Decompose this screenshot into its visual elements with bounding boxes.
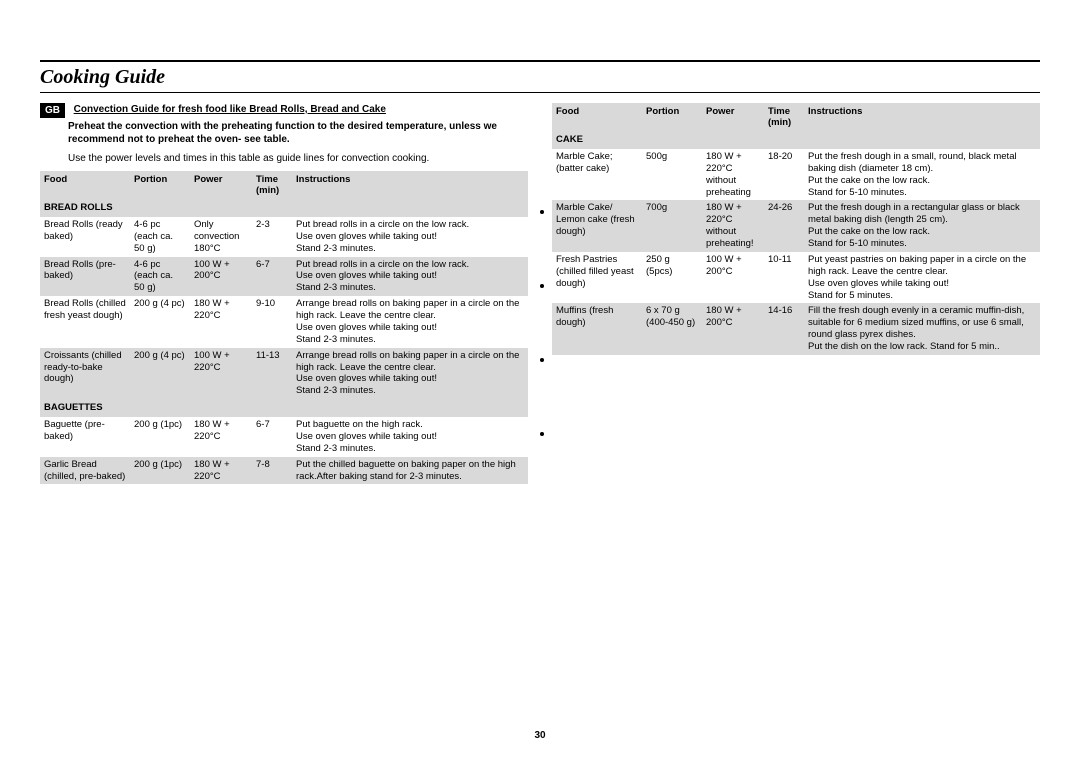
intro-note: Use the power levels and times in this t… <box>68 152 528 165</box>
th-power: Power <box>702 103 764 131</box>
cell-power: 180 W + 220°C without preheating <box>702 149 764 201</box>
cell-portion: 200 g (1pc) <box>130 457 190 485</box>
cell-portion: 4-6 pc (each ca. 50 g) <box>130 217 190 257</box>
top-rule <box>40 60 1040 62</box>
section-row: BREAD ROLLS <box>40 199 528 217</box>
table-row: Croissants (chilled ready-to-bake dough)… <box>40 348 528 400</box>
cell-inst: Arrange bread rolls on baking paper in a… <box>292 348 528 400</box>
cell-power: 100 W + 200°C <box>702 252 764 304</box>
table-row: Marble Cake/ Lemon cake (fresh dough)700… <box>552 200 1040 252</box>
cell-time: 24-26 <box>764 200 804 252</box>
th-food: Food <box>40 171 130 199</box>
cell-power: 100 W + 220°C <box>190 348 252 400</box>
table-head: Food Portion Power Time (min) Instructio… <box>552 103 1040 131</box>
cell-portion: 4-6 pc (each ca. 50 g) <box>130 257 190 297</box>
th-time: Time (min) <box>252 171 292 199</box>
title-row: Cooking Guide <box>40 66 1040 93</box>
th-power: Power <box>190 171 252 199</box>
table-row: Marble Cake; (batter cake)500g180 W + 22… <box>552 149 1040 201</box>
section-title: BREAD ROLLS <box>40 199 528 217</box>
table-head: Food Portion Power Time (min) Instructio… <box>40 171 528 199</box>
th-inst: Instructions <box>804 103 1040 131</box>
cell-portion: 200 g (1pc) <box>130 417 190 457</box>
table-row: Bread Rolls (chilled fresh yeast dough)2… <box>40 296 528 348</box>
cell-food: Garlic Bread (chilled, pre-baked) <box>40 457 130 485</box>
gb-badge: GB <box>40 103 65 118</box>
table-row: Garlic Bread (chilled, pre-baked)200 g (… <box>40 457 528 485</box>
center-dots <box>540 210 544 436</box>
cell-inst: Fill the fresh dough evenly in a ceramic… <box>804 303 1040 355</box>
table-row: Baguette (pre-baked)200 g (1pc)180 W + 2… <box>40 417 528 457</box>
cell-food: Marble Cake; (batter cake) <box>552 149 642 201</box>
cell-time: 14-16 <box>764 303 804 355</box>
page-title: Cooking Guide <box>40 66 165 88</box>
intro-block: GB Convection Guide for fresh food like … <box>40 103 528 146</box>
cell-power: 180 W + 220°C <box>190 296 252 348</box>
cell-portion: 700g <box>642 200 702 252</box>
table-row: Fresh Pastries (chilled filled yeast dou… <box>552 252 1040 304</box>
cell-portion: 200 g (4 pc) <box>130 296 190 348</box>
cell-power: 180 W + 220°C without preheating! <box>702 200 764 252</box>
cell-power: 100 W + 200°C <box>190 257 252 297</box>
page-number: 30 <box>0 730 1080 741</box>
cell-inst: Put bread rolls in a circle on the low r… <box>292 217 528 257</box>
left-column: GB Convection Guide for fresh food like … <box>40 103 528 484</box>
cell-time: 2-3 <box>252 217 292 257</box>
cell-power: 180 W + 220°C <box>190 417 252 457</box>
cell-food: Muffins (fresh dough) <box>552 303 642 355</box>
cell-portion: 250 g (5pcs) <box>642 252 702 304</box>
cell-power: 180 W + 200°C <box>702 303 764 355</box>
cell-power: 180 W + 220°C <box>190 457 252 485</box>
cell-portion: 6 x 70 g (400-450 g) <box>642 303 702 355</box>
table-row: Bread Rolls (pre-baked)4-6 pc (each ca. … <box>40 257 528 297</box>
cell-time: 18-20 <box>764 149 804 201</box>
cell-inst: Put the fresh dough in a small, round, b… <box>804 149 1040 201</box>
cell-portion: 500g <box>642 149 702 201</box>
cell-inst: Arrange bread rolls on baking paper in a… <box>292 296 528 348</box>
th-time: Time (min) <box>764 103 804 131</box>
cell-time: 10-11 <box>764 252 804 304</box>
cell-inst: Put yeast pastries on baking paper in a … <box>804 252 1040 304</box>
cell-inst: Put the fresh dough in a rectangular gla… <box>804 200 1040 252</box>
section-title: BAGUETTES <box>40 399 528 417</box>
right-column: Food Portion Power Time (min) Instructio… <box>552 103 1040 484</box>
cell-portion: 200 g (4 pc) <box>130 348 190 400</box>
cell-food: Bread Rolls (ready baked) <box>40 217 130 257</box>
cell-food: Croissants (chilled ready-to-bake dough) <box>40 348 130 400</box>
table-row: Muffins (fresh dough)6 x 70 g (400-450 g… <box>552 303 1040 355</box>
cell-time: 7-8 <box>252 457 292 485</box>
cell-time: 6-7 <box>252 257 292 297</box>
cell-food: Fresh Pastries (chilled filled yeast dou… <box>552 252 642 304</box>
right-table: Food Portion Power Time (min) Instructio… <box>552 103 1040 355</box>
cell-food: Bread Rolls (chilled fresh yeast dough) <box>40 296 130 348</box>
cell-time: 11-13 <box>252 348 292 400</box>
section-title: CAKE <box>552 131 1040 149</box>
cell-time: 9-10 <box>252 296 292 348</box>
th-inst: Instructions <box>292 171 528 199</box>
cell-food: Baguette (pre-baked) <box>40 417 130 457</box>
section-row: CAKE <box>552 131 1040 149</box>
th-portion: Portion <box>130 171 190 199</box>
th-food: Food <box>552 103 642 131</box>
th-portion: Portion <box>642 103 702 131</box>
cell-inst: Put the chilled baguette on baking paper… <box>292 457 528 485</box>
cell-power: Only convection 180°C <box>190 217 252 257</box>
left-table: Food Portion Power Time (min) Instructio… <box>40 171 528 484</box>
cell-food: Marble Cake/ Lemon cake (fresh dough) <box>552 200 642 252</box>
cell-time: 6-7 <box>252 417 292 457</box>
cell-food: Bread Rolls (pre-baked) <box>40 257 130 297</box>
intro-sub: Preheat the convection with the preheati… <box>68 120 528 146</box>
intro-heading: Convection Guide for fresh food like Bre… <box>74 104 386 115</box>
table-row: Bread Rolls (ready baked)4-6 pc (each ca… <box>40 217 528 257</box>
cell-inst: Put bread rolls in a circle on the low r… <box>292 257 528 297</box>
section-row: BAGUETTES <box>40 399 528 417</box>
cell-inst: Put baguette on the high rack.Use oven g… <box>292 417 528 457</box>
